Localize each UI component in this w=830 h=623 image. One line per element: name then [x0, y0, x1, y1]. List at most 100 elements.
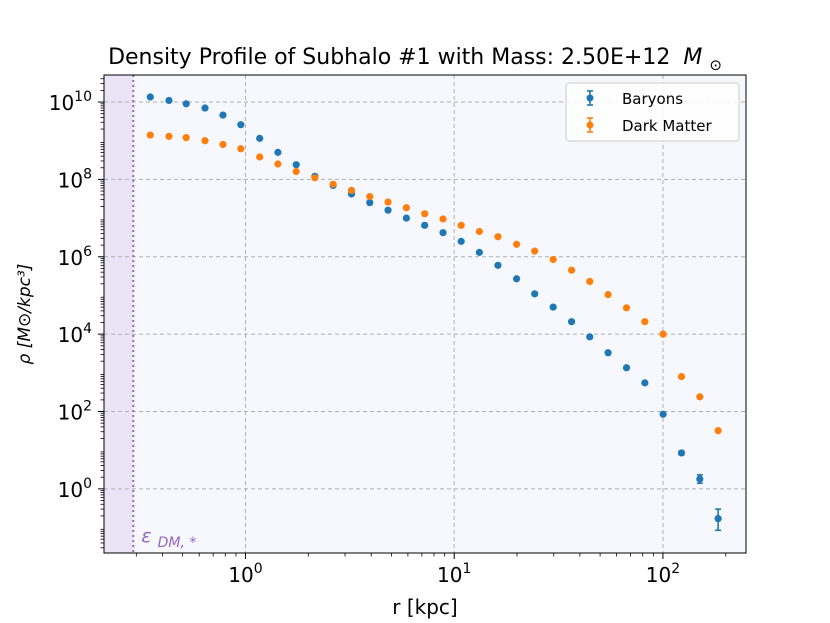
softening-label-eps: ε: [141, 525, 151, 547]
baryons-point: [604, 349, 612, 357]
baryons-point: [421, 221, 429, 229]
dark-matter-point: [237, 145, 245, 153]
baryons-point: [622, 364, 631, 372]
legend-item-dark-matter: Dark Matter: [586, 117, 712, 135]
baryons-point: [292, 161, 300, 169]
baryons-point: [219, 111, 227, 119]
dark-matter-point: [219, 140, 227, 149]
dark-matter-point: [641, 318, 649, 326]
chart-title-text: Density Profile of Subhalo #1 with Mass:…: [108, 45, 670, 70]
dark-matter-point: [347, 186, 356, 194]
legend-item-baryons: Baryons: [586, 90, 683, 108]
dark-matter-point: [714, 427, 722, 435]
dark-matter-point: [201, 137, 209, 145]
x-tick-label-base: 10: [228, 563, 253, 587]
chart-title: Density Profile of Subhalo #1 with Mass:…: [108, 45, 722, 74]
x-axis-label: r [kpc]: [392, 595, 457, 619]
y-tick-label-exp: 4: [83, 321, 92, 337]
legend-label-baryons: Baryons: [622, 90, 683, 108]
y-tick-label-base: 10: [58, 401, 83, 425]
chart-title-unit: M: [683, 45, 702, 70]
y-axis-label: ρ [M⊙/kpc³]: [15, 264, 35, 365]
dark-matter-point: [549, 255, 557, 264]
dark-matter-point: [677, 372, 686, 381]
baryons-point: [165, 96, 173, 105]
dark-matter-point: [659, 330, 667, 338]
baryons-point: [696, 475, 704, 483]
x-tick-label-exp: 1: [462, 561, 471, 577]
dark-matter-point: [146, 131, 154, 139]
dark-matter-point: [165, 132, 173, 140]
plot-background: [104, 75, 746, 553]
baryons-point: [586, 333, 594, 341]
y-tick-label: 104: [58, 321, 92, 347]
y-tick-label-base: 10: [49, 91, 74, 115]
data-marks: [146, 93, 722, 532]
softening-label: ε DM, *: [141, 525, 196, 551]
dark-matter-point: [311, 174, 319, 182]
baryons-point: [531, 290, 539, 298]
y-tick-label-base: 10: [58, 323, 83, 347]
dark-matter-point: [182, 134, 190, 142]
y-tick-label-base: 10: [58, 478, 83, 502]
baryons-point: [182, 100, 190, 108]
baryons-point: [659, 410, 667, 418]
x-tick-label: 100: [228, 561, 262, 587]
dark-matter-point: [586, 277, 594, 286]
dark-matter-point: [512, 240, 521, 248]
baryons-point: [402, 214, 410, 222]
baryons-point: [274, 148, 282, 156]
baryons-point: [512, 275, 521, 283]
y-tick-label-exp: 10: [74, 89, 92, 105]
dark-matter-point: [274, 160, 282, 168]
baryons-point: [549, 303, 557, 311]
softening-region: [104, 75, 134, 553]
baryons-point: [641, 379, 649, 387]
y-tick-label: 100: [58, 476, 92, 502]
dark-matter-point: [622, 304, 631, 312]
baryons-point: [384, 206, 392, 214]
y-tick-label: 1010: [49, 89, 92, 115]
dark-matter-point: [475, 227, 483, 236]
softening-label-sub: DM, *: [158, 535, 197, 551]
baryons-point: [494, 261, 502, 269]
y-tick-label: 102: [58, 399, 92, 425]
x-tick-label-base: 10: [646, 563, 671, 587]
x-tick-label: 102: [646, 561, 680, 587]
legend: Baryons Dark Matter: [565, 82, 740, 142]
dark-matter-point: [567, 266, 576, 274]
dark-matter-point: [384, 198, 392, 206]
y-tick-label-base: 10: [58, 168, 83, 192]
plot-frame: [103, 74, 747, 554]
dark-matter-point: [604, 291, 612, 299]
dark-matter-point: [439, 215, 447, 223]
baryons-point: [256, 134, 264, 142]
x-tick-label-base: 10: [437, 563, 462, 587]
legend-marker-baryons: [586, 94, 594, 102]
chart-title-unit-sub: ⊙: [709, 56, 722, 74]
dark-matter-point: [696, 393, 704, 401]
x-tick-label-exp: 0: [254, 561, 263, 577]
baryons-point: [366, 199, 374, 207]
x-tick-label-exp: 2: [671, 561, 680, 577]
baryons-point: [457, 237, 465, 245]
dark-matter-point: [329, 180, 337, 188]
dark-matter-point: [402, 204, 410, 212]
y-tick-label: 108: [58, 166, 92, 192]
grid-lines: [104, 75, 746, 553]
baryons-point: [714, 515, 722, 523]
dark-matter-point: [256, 153, 264, 161]
dark-matter-point: [292, 167, 300, 176]
x-tick-label: 101: [437, 561, 471, 587]
legend-label-dark-matter: Dark Matter: [622, 117, 712, 135]
baryons-point: [567, 318, 576, 326]
baryons-point: [475, 248, 483, 256]
baryons-point: [237, 121, 245, 129]
y-tick-label-base: 10: [58, 246, 83, 270]
dark-matter-point: [494, 233, 502, 241]
legend-marker-dark-matter: [586, 121, 594, 129]
dark-matter-point: [421, 210, 429, 218]
y-tick-label-exp: 0: [83, 476, 92, 492]
baryons-point: [439, 229, 447, 237]
